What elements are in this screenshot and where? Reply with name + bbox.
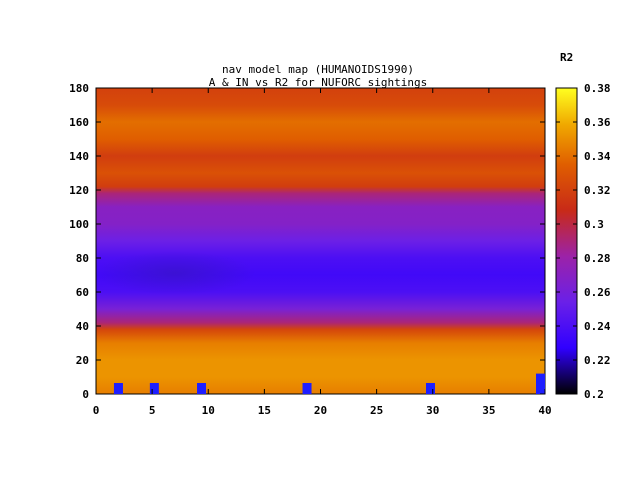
points-layer <box>113 373 545 394</box>
y-tick-label: 160 <box>69 116 89 129</box>
x-tick-label: 20 <box>314 404 327 417</box>
x-tick-label: 25 <box>370 404 383 417</box>
x-tick-label: 15 <box>258 404 271 417</box>
y-tick-label: 20 <box>76 354 89 367</box>
chart-title-line1: nav model map (HUMANOIDS1990) <box>222 63 414 76</box>
y-tick-label: 100 <box>69 218 89 231</box>
data-point <box>536 373 545 394</box>
x-tick-label: 30 <box>426 404 439 417</box>
data-point <box>113 383 123 394</box>
colorbar-tick-label: 0.28 <box>584 252 611 265</box>
colorbar-tick-label: 0.34 <box>584 150 611 163</box>
y-tick-label: 60 <box>76 286 89 299</box>
y-tick-label: 180 <box>69 82 89 95</box>
colorbar-ticks: 0.2 0.22 0.24 0.26 0.28 0.3 0.32 0.34 0.36 0.38 <box>556 82 611 401</box>
x-tick-label: 5 <box>149 404 156 417</box>
colorbar-gradient <box>555 87 578 395</box>
colorbar-tick-label: 0.2 <box>584 388 604 401</box>
colorbar-tick-label: 0.36 <box>584 116 611 129</box>
y-tick-label: 140 <box>69 150 89 163</box>
data-point <box>149 383 159 394</box>
x-tick-label: 35 <box>482 404 495 417</box>
colorbar-tick-label: 0.32 <box>584 184 611 197</box>
colorbar: R2 0.2 0.22 0.24 0.26 0.28 0.3 0.32 0.34 0.36 0.3… <box>555 51 611 401</box>
x-tick-label: 10 <box>202 404 215 417</box>
y-tick-label: 80 <box>76 252 89 265</box>
data-point <box>426 383 436 394</box>
x-tick-label: 0 <box>93 404 100 417</box>
x-axis: 0 5 10 15 20 25 30 35 40 <box>93 88 552 417</box>
colorbar-tick-label: 0.38 <box>584 82 611 95</box>
y-axis: 0 20 40 60 80 100 120 140 160 180 <box>69 82 545 401</box>
colorbar-tick-label: 0.3 <box>584 218 604 231</box>
x-tick-label: 40 <box>538 404 551 417</box>
data-point <box>197 383 207 394</box>
y-tick-label: 120 <box>69 184 89 197</box>
heatmap-field <box>96 88 545 394</box>
colorbar-tick-label: 0.22 <box>584 354 611 367</box>
plot-area: 0 5 10 15 20 25 30 35 40 0 20 40 60 80 100 120 140 160 18… <box>69 82 552 417</box>
colorbar-tick-label: 0.26 <box>584 286 611 299</box>
heatmap-low-region <box>95 251 255 295</box>
data-point <box>302 383 312 394</box>
chart-title-line2: A & IN vs R2 for NUFORC sightings <box>209 76 428 89</box>
colorbar-title: R2 <box>560 51 573 64</box>
colorbar-tick-label: 0.24 <box>584 320 611 333</box>
y-tick-label: 40 <box>76 320 89 333</box>
y-tick-label: 0 <box>82 388 89 401</box>
